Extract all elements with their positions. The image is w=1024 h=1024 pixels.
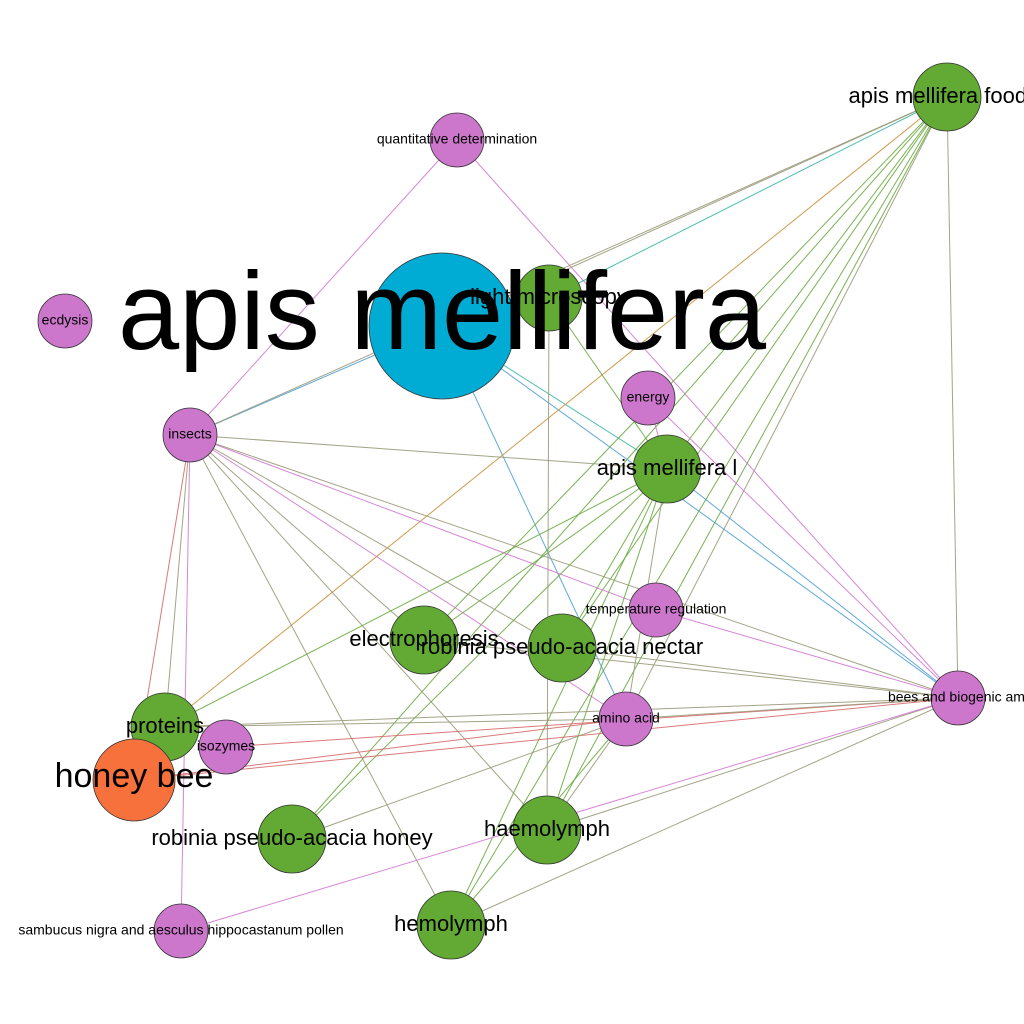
edge-light_microscopy-apis_mellifera_l	[548, 297, 668, 470]
node-isozymes[interactable]	[198, 719, 254, 775]
edge-proteins-bees_biogenic	[164, 697, 959, 728]
node-honey-bee[interactable]	[92, 738, 176, 822]
node-light-microscopy[interactable]	[515, 264, 583, 332]
node-label-electrophoresis: electrophoresis	[349, 626, 498, 651]
edge-insects-proteins	[164, 434, 191, 728]
edge-apis_mellifera_food-bees_biogenic	[946, 96, 959, 699]
node-quantitative-determination[interactable]	[429, 112, 485, 168]
node-apis-mellifera-food[interactable]	[912, 62, 982, 132]
edge-quantitative_determination-bees_biogenic	[456, 139, 959, 699]
edge-apis_mellifera_food-proteins	[164, 96, 948, 728]
node-haemolymph[interactable]	[512, 795, 582, 865]
node-electrophoresis[interactable]	[389, 605, 459, 675]
edge-apis_mellifera_food-hemolymph	[450, 96, 948, 926]
node-label-insects: insects	[168, 426, 212, 442]
edge-apis_mellifera_food-light_microscopy	[548, 96, 948, 299]
edge-apis_mellifera_l-electrophoresis	[423, 468, 668, 641]
edge-insects-electrophoresis	[189, 434, 425, 641]
edge-light_microscopy-haemolymph	[546, 297, 550, 831]
node-label-robinia-honey: robinia pseudo-acacia honey	[151, 825, 432, 850]
node-energy[interactable]	[620, 370, 676, 426]
node-label-sambucus-pollen: sambucus nigra and aesculus hippocastanu…	[18, 922, 343, 938]
node-insects[interactable]	[162, 407, 218, 463]
node-label-haemolymph: haemolymph	[484, 816, 610, 841]
node-label-bees-biogenic: bees and biogenic ami	[888, 689, 1024, 705]
edge-hemolymph-bees_biogenic	[450, 697, 959, 926]
node-apis-mellifera[interactable]	[368, 252, 516, 400]
edge-insects-temperature_regulation	[189, 434, 657, 611]
node-label-energy: energy	[627, 389, 670, 405]
edge-apis_mellifera_l-robinia_nectar	[561, 468, 668, 649]
edge-quantitative_determination-insects	[189, 139, 458, 436]
edge-apis_mellifera_l-haemolymph	[546, 468, 668, 831]
edge-insects-apis_mellifera_l	[189, 434, 668, 470]
edge-robinia_honey-amino_acid	[291, 718, 627, 840]
edge-electrophoresis-bees_biogenic	[423, 639, 959, 699]
edge-insects-hemolymph	[189, 434, 452, 926]
edge-honey_bee-bees_biogenic	[133, 697, 959, 781]
edge-apis_mellifera_l-bees_biogenic	[666, 468, 959, 699]
edge-insects-bees_biogenic	[189, 434, 959, 699]
edge-energy-bees_biogenic	[647, 397, 959, 699]
edge-amino_acid-bees_biogenic	[625, 697, 959, 720]
edge-insects-haemolymph	[189, 434, 548, 831]
node-label-honey-bee: honey bee	[55, 757, 214, 795]
node-apis-mellifera-l[interactable]	[632, 434, 702, 504]
edge-haemolymph-bees_biogenic	[546, 697, 959, 831]
node-label-apis-mellifera-food: apis mellifera food g	[849, 83, 1024, 108]
node-label-apis-mellifera-l: apis mellifera l	[597, 455, 738, 480]
node-label-proteins: proteins	[126, 713, 204, 738]
nodes-layer	[37, 62, 986, 960]
node-robinia-honey[interactable]	[257, 804, 327, 874]
node-label-hemolymph: hemolymph	[394, 911, 508, 936]
node-robinia-nectar[interactable]	[527, 613, 597, 683]
node-label-light-microscopy: light microscopy	[470, 284, 628, 309]
edge-apis_mellifera-bees_biogenic	[441, 325, 959, 699]
node-label-quantitative-determination: quantitative determination	[377, 131, 537, 147]
node-ecdysis[interactable]	[37, 293, 93, 349]
edge-apis_mellifera_l-robinia_honey	[291, 468, 668, 840]
edge-temperature_regulation-bees_biogenic	[655, 609, 959, 699]
node-label-temperature-regulation: temperature regulation	[586, 601, 727, 617]
node-bees-biogenic[interactable]	[930, 670, 986, 726]
node-label-isozymes: isozymes	[197, 738, 255, 754]
node-hemolymph[interactable]	[416, 890, 486, 960]
node-amino-acid[interactable]	[598, 691, 654, 747]
node-label-robinia-nectar: robinia pseudo-acacia nectar	[421, 634, 704, 659]
node-label-ecdysis: ecdysis	[42, 312, 89, 328]
edge-apis_mellifera_food-apis_mellifera_l	[666, 96, 948, 470]
edge-insects-robinia_nectar	[189, 434, 563, 649]
node-temperature-regulation[interactable]	[628, 582, 684, 638]
edge-apis_mellifera_l-hemolymph	[450, 468, 668, 926]
node-label-apis-mellifera: apis mellifera	[118, 250, 767, 373]
edge-apis_mellifera_food-insects	[189, 96, 948, 436]
node-sambucus-pollen[interactable]	[153, 903, 209, 959]
edge-robinia_nectar-bees_biogenic	[561, 647, 959, 699]
edge-apis_mellifera_l-proteins	[164, 468, 668, 728]
node-label-amino-acid: amino acid	[592, 710, 660, 726]
edge-insects-sambucus_pollen	[180, 434, 191, 932]
edge-apis_mellifera_food-robinia_honey	[291, 96, 948, 840]
